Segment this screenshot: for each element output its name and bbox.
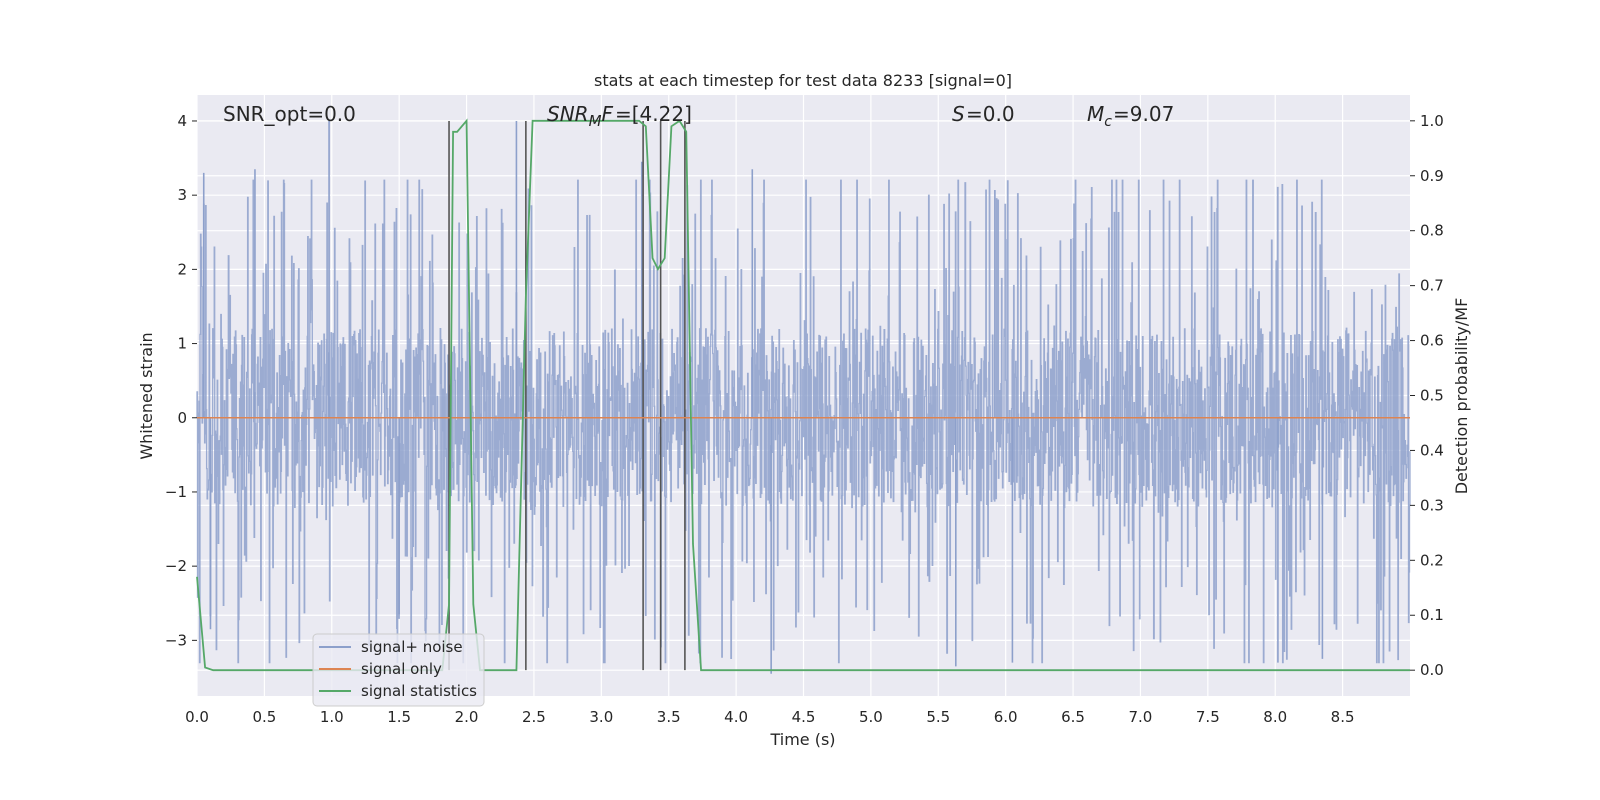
x-tick-label: 8.0 xyxy=(1263,708,1287,726)
y-right-tick-label: 0.8 xyxy=(1420,222,1444,240)
x-tick-label: 0.5 xyxy=(252,708,276,726)
annotation-snr-opt: SNR_opt=0.0 xyxy=(223,102,356,126)
y-right-tick-label: 0.3 xyxy=(1420,496,1444,514)
y-left-tick-label: −2 xyxy=(165,557,187,575)
y-right-tick-label: 0.1 xyxy=(1420,606,1444,624)
y-left-tick-label: 3 xyxy=(177,186,187,204)
x-tick-label: 7.5 xyxy=(1196,708,1220,726)
y-left-axis-ticks: −3 −2 −1 0 1 2 3 4 xyxy=(165,112,197,649)
x-tick-label: 4.5 xyxy=(792,708,816,726)
annotation-snr-mf: SNRMF =[4.22] xyxy=(547,102,692,130)
x-axis-ticks: 0.0 0.5 1.0 1.5 2.0 2.5 3.0 3.5 4.0 4.5 5.0 5.5 6.0 6… xyxy=(185,708,1354,726)
y-right-tick-label: 0.2 xyxy=(1420,551,1444,569)
x-tick-label: 1.5 xyxy=(387,708,411,726)
svg-text:SNRMF: SNRMF xyxy=(547,102,614,130)
y-right-axis-label: Detection probability/MF xyxy=(1452,298,1471,495)
x-axis-label: Time (s) xyxy=(769,730,835,749)
x-tick-label: 7.0 xyxy=(1129,708,1153,726)
x-tick-label: 8.5 xyxy=(1331,708,1355,726)
y-right-tick-label: 0.5 xyxy=(1420,387,1444,405)
x-tick-label: 6.0 xyxy=(994,708,1018,726)
legend-label-signal-only: signal only xyxy=(361,660,442,678)
x-tick-label: 3.5 xyxy=(657,708,681,726)
x-tick-label: 2.5 xyxy=(522,708,546,726)
y-right-tick-label: 0.7 xyxy=(1420,277,1444,295)
legend: signal+ noise signal only signal statist… xyxy=(312,633,485,707)
y-left-tick-label: 0 xyxy=(177,409,187,427)
y-left-tick-label: 4 xyxy=(177,112,187,130)
signal-noise-trace xyxy=(196,179,1411,664)
y-left-tick-label: −3 xyxy=(165,631,187,649)
annotation-s-value: =0.0 xyxy=(966,102,1015,126)
x-tick-label: 3.0 xyxy=(589,708,613,726)
y-left-tick-label: 2 xyxy=(177,260,187,278)
y-right-tick-label: 0.0 xyxy=(1420,661,1444,679)
y-right-tick-label: 0.9 xyxy=(1420,167,1444,185)
annotation-mc: Mc =9.07 xyxy=(1087,102,1174,130)
y-left-tick-label: 1 xyxy=(177,335,187,353)
annotation-snr-mf-value: =[4.22] xyxy=(615,102,692,126)
series-signal-noise xyxy=(196,120,1411,674)
annotation-s: S =0.0 xyxy=(952,102,1015,126)
series-lines xyxy=(196,118,1410,672)
vertical-markers xyxy=(448,120,686,671)
legend-box xyxy=(312,633,485,707)
signal-statistics-line xyxy=(196,118,1410,672)
y-right-tick-label: 0.4 xyxy=(1420,441,1444,459)
x-tick-label: 5.5 xyxy=(926,708,950,726)
chart-title: stats at each timestep for test data 823… xyxy=(594,71,1012,90)
x-tick-label: 1.0 xyxy=(320,708,344,726)
x-tick-label: 4.0 xyxy=(724,708,748,726)
y-left-tick-label: −1 xyxy=(165,483,187,501)
x-tick-label: 5.0 xyxy=(859,708,883,726)
svg-text:S: S xyxy=(952,102,965,126)
x-tick-label: 6.5 xyxy=(1061,708,1085,726)
y-right-tick-label: 0.6 xyxy=(1420,332,1444,350)
x-tick-label: 0.0 xyxy=(185,708,209,726)
legend-label-signal-statistics: signal statistics xyxy=(361,682,477,700)
y-left-axis-label: Whitened strain xyxy=(137,332,156,459)
legend-label-signal-noise: signal+ noise xyxy=(361,638,463,656)
y-right-tick-label: 1.0 xyxy=(1420,112,1444,130)
annotation-mc-value: =9.07 xyxy=(1113,102,1174,126)
y-right-axis-ticks: 0.0 0.1 0.2 0.3 0.4 0.5 0.6 0.7 0.8 0.9 1.0 xyxy=(1410,112,1444,679)
x-tick-label: 2.0 xyxy=(455,708,479,726)
